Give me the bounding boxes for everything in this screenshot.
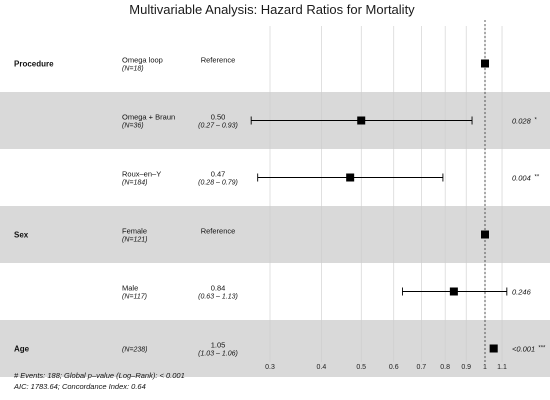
significance-stars: *** — [538, 346, 546, 352]
hr-marker — [449, 287, 458, 296]
level-label: Male — [122, 284, 138, 293]
row-bands — [0, 92, 550, 377]
level-label: Roux–en–Y — [122, 170, 161, 179]
estimate-value: 0.50 — [211, 113, 226, 122]
forest-row: Roux–en–Y(N=184) 0.47(0.28 – 0.79) 0.004 ** — [122, 170, 540, 187]
x-tick-label: 1 — [483, 364, 487, 371]
x-tick-labels: 0.3 0.4 0.5 0.6 0.7 0.8 0.9 1 1.1 — [265, 364, 507, 371]
x-tick-label: 0.7 — [416, 364, 426, 371]
ci-value: (0.27 – 0.93) — [198, 123, 238, 130]
level-label: Omega loop — [122, 56, 163, 65]
variable-label: Procedure — [14, 60, 54, 69]
ci-value: (0.63 – 1.13) — [198, 294, 238, 301]
level-label: Omega + Braun — [122, 113, 175, 122]
significance-stars: * — [535, 118, 538, 124]
p-value: 0.004 — [512, 174, 531, 183]
level-n: (N=36) — [122, 123, 144, 130]
x-tick-label: 0.8 — [440, 364, 450, 371]
estimate-value: Reference — [201, 227, 236, 236]
hr-marker — [481, 230, 489, 239]
forest-rows: Procedure Omega loop(N=18) Reference Omega … — [14, 56, 546, 358]
estimate-value: 0.47 — [211, 170, 226, 179]
hr-marker — [346, 173, 355, 182]
footnote-line-1: # Events: 188; Global p–value (Log–Rank)… — [14, 371, 185, 380]
estimate-value: Reference — [201, 56, 236, 65]
footnote-line-2: AIC: 1783.64; Concordance Index: 0.64 — [13, 382, 146, 391]
forest-row: Omega + Braun(N=36) 0.50(0.27 – 0.93) 0.02… — [122, 113, 538, 130]
x-tick-label: 0.3 — [265, 364, 275, 371]
footnote: # Events: 188; Global p–value (Log–Rank)… — [13, 371, 185, 391]
x-tick-label: 0.6 — [389, 364, 399, 371]
forest-row: Age (N=238) 1.05(1.03 – 1.06) <0.001 *** — [14, 341, 546, 358]
x-tick-label: 1.1 — [497, 364, 507, 371]
hr-marker — [481, 59, 489, 68]
level-label: Female — [122, 227, 147, 236]
level-n: (N=18) — [122, 66, 144, 73]
variable-label: Age — [14, 345, 30, 354]
row-band-3 — [0, 206, 550, 263]
estimate-value: 1.05 — [211, 341, 226, 350]
variable-label: Sex — [14, 231, 29, 240]
level-n: (N=238) — [122, 347, 147, 354]
x-tick-label: 0.5 — [356, 364, 366, 371]
p-value: <0.001 — [512, 345, 535, 354]
level-n: (N=117) — [122, 294, 147, 301]
p-value: 0.028 — [512, 117, 532, 126]
hr-marker — [489, 344, 498, 353]
forest-row: Sex Female(N=121) Reference — [14, 227, 489, 244]
forest-row: Procedure Omega loop(N=18) Reference — [14, 56, 489, 73]
p-value: 0.246 — [512, 288, 532, 297]
x-tick-label: 0.4 — [317, 364, 327, 371]
hr-marker — [357, 116, 366, 125]
level-n: (N=184) — [122, 180, 147, 187]
estimate-value: 0.84 — [211, 284, 226, 293]
level-n: (N=121) — [122, 237, 147, 244]
x-tick-label: 0.9 — [461, 364, 471, 371]
ci-value: (0.28 – 0.79) — [198, 180, 238, 187]
significance-stars: ** — [535, 175, 540, 181]
ci-value: (1.03 – 1.06) — [198, 351, 238, 358]
row-band-5 — [0, 320, 550, 377]
chart-title: Multivariable Analysis: Hazard Ratios fo… — [129, 2, 415, 17]
forest-row: Male(N=117) 0.84(0.63 – 1.13) 0.246 — [122, 284, 532, 301]
x-gridlines — [269, 26, 503, 362]
